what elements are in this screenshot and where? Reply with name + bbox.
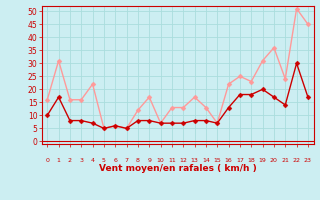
X-axis label: Vent moyen/en rafales ( km/h ): Vent moyen/en rafales ( km/h ) (99, 164, 256, 173)
